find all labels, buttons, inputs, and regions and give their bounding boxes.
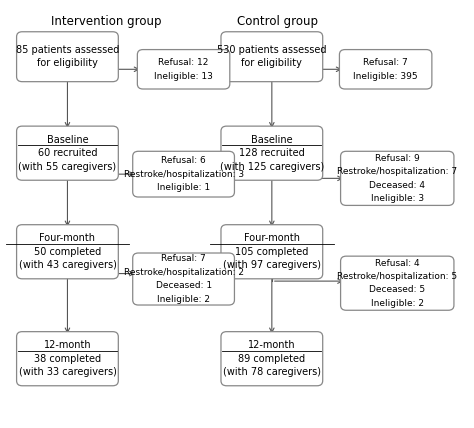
Text: Deceased: 5: Deceased: 5 bbox=[369, 285, 425, 294]
Text: (with 43 caregivers): (with 43 caregivers) bbox=[18, 260, 117, 270]
FancyBboxPatch shape bbox=[221, 32, 323, 82]
FancyBboxPatch shape bbox=[221, 332, 323, 386]
Text: Baseline: Baseline bbox=[251, 135, 292, 145]
Text: Restroke/hospitalization: 7: Restroke/hospitalization: 7 bbox=[337, 167, 457, 176]
Text: (with 78 caregivers): (with 78 caregivers) bbox=[223, 367, 321, 377]
Text: Refusal: 4: Refusal: 4 bbox=[375, 259, 419, 268]
FancyBboxPatch shape bbox=[341, 256, 454, 310]
FancyBboxPatch shape bbox=[137, 50, 230, 89]
Text: Ineligible: 13: Ineligible: 13 bbox=[154, 71, 213, 80]
Text: Control group: Control group bbox=[237, 15, 318, 28]
Text: Refusal: 6: Refusal: 6 bbox=[161, 156, 206, 165]
Text: 128 recruited: 128 recruited bbox=[239, 148, 305, 158]
Text: Ineligible: 395: Ineligible: 395 bbox=[353, 71, 418, 80]
Text: 85 patients assessed: 85 patients assessed bbox=[16, 45, 119, 55]
Text: Ineligible: 3: Ineligible: 3 bbox=[371, 194, 424, 203]
FancyBboxPatch shape bbox=[221, 225, 323, 279]
Text: 105 completed: 105 completed bbox=[235, 247, 309, 257]
FancyBboxPatch shape bbox=[17, 332, 118, 386]
Text: 12-month: 12-month bbox=[44, 340, 91, 350]
Text: Deceased: 1: Deceased: 1 bbox=[155, 281, 212, 290]
Text: Deceased: 4: Deceased: 4 bbox=[369, 181, 425, 190]
Text: Baseline: Baseline bbox=[46, 135, 88, 145]
Text: 50 completed: 50 completed bbox=[34, 247, 101, 257]
Text: Refusal: 7: Refusal: 7 bbox=[363, 58, 408, 67]
Text: (with 125 caregivers): (with 125 caregivers) bbox=[220, 162, 324, 172]
FancyBboxPatch shape bbox=[133, 253, 235, 305]
Text: 530 patients assessed: 530 patients assessed bbox=[217, 45, 327, 55]
FancyBboxPatch shape bbox=[17, 126, 118, 180]
FancyBboxPatch shape bbox=[341, 151, 454, 205]
Text: (with 97 caregivers): (with 97 caregivers) bbox=[223, 260, 321, 270]
Text: 12-month: 12-month bbox=[248, 340, 296, 350]
Text: 38 completed: 38 completed bbox=[34, 354, 101, 364]
Text: Intervention group: Intervention group bbox=[51, 15, 162, 28]
Text: Four-month: Four-month bbox=[244, 233, 300, 244]
Text: for eligibility: for eligibility bbox=[241, 58, 302, 68]
Text: Refusal: 7: Refusal: 7 bbox=[161, 254, 206, 263]
Text: Restroke/hospitalization: 3: Restroke/hospitalization: 3 bbox=[124, 169, 244, 178]
FancyBboxPatch shape bbox=[17, 32, 118, 82]
Text: 60 recruited: 60 recruited bbox=[38, 148, 97, 158]
Text: for eligibility: for eligibility bbox=[37, 58, 98, 68]
FancyBboxPatch shape bbox=[17, 225, 118, 279]
FancyBboxPatch shape bbox=[221, 126, 323, 180]
Text: (with 33 caregivers): (with 33 caregivers) bbox=[18, 367, 117, 377]
Text: Ineligible: 2: Ineligible: 2 bbox=[157, 294, 210, 303]
Text: Four-month: Four-month bbox=[39, 233, 95, 244]
FancyBboxPatch shape bbox=[339, 50, 432, 89]
Text: 89 completed: 89 completed bbox=[238, 354, 305, 364]
Text: Restroke/hospitalization: 5: Restroke/hospitalization: 5 bbox=[337, 272, 457, 281]
Text: Refusal: 12: Refusal: 12 bbox=[158, 58, 209, 67]
Text: Restroke/hospitalization: 2: Restroke/hospitalization: 2 bbox=[124, 268, 244, 277]
Text: Ineligible: 2: Ineligible: 2 bbox=[371, 299, 424, 308]
Text: Ineligible: 1: Ineligible: 1 bbox=[157, 183, 210, 192]
Text: Refusal: 9: Refusal: 9 bbox=[375, 154, 419, 163]
Text: (with 55 caregivers): (with 55 caregivers) bbox=[18, 162, 117, 172]
FancyBboxPatch shape bbox=[133, 151, 235, 197]
